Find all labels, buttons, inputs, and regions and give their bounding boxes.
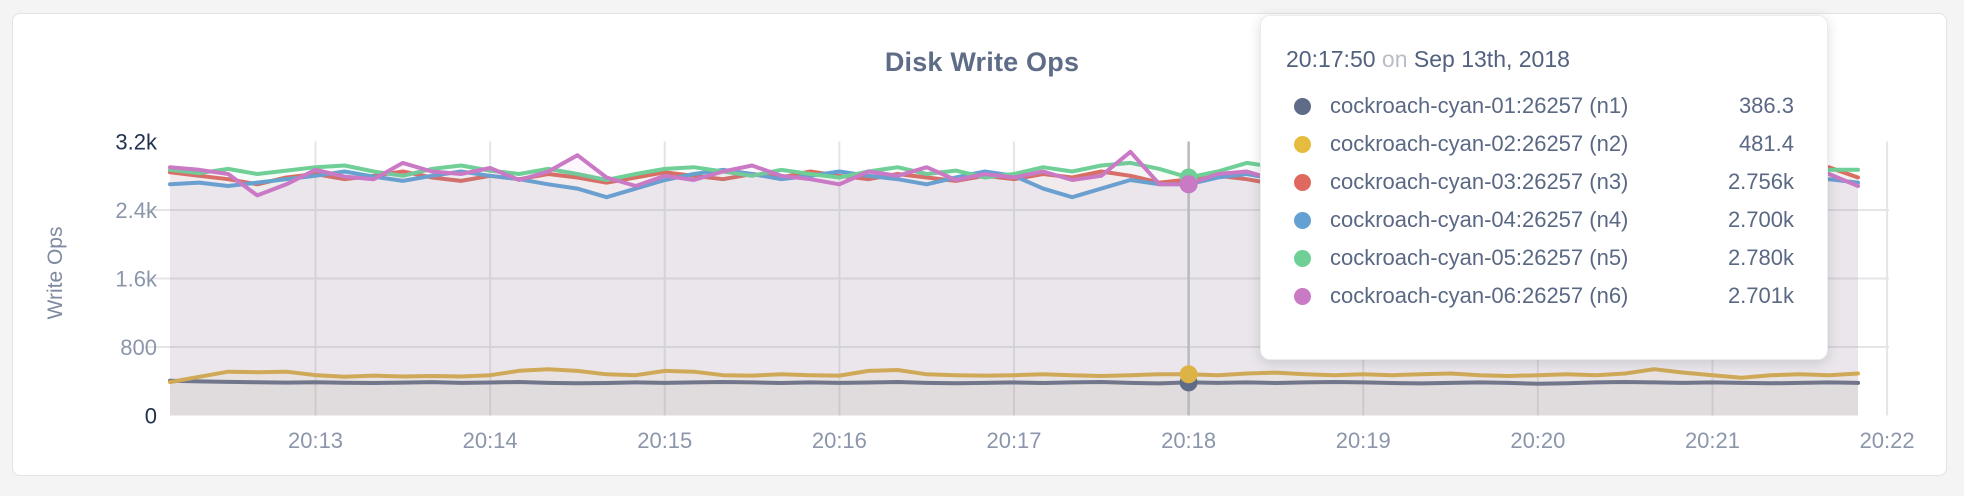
series-label: cockroach-cyan-04:26257 (n4) (1330, 207, 1629, 232)
series-value: 2.756k (1727, 169, 1794, 194)
series-color-dot (1294, 287, 1311, 305)
series-value: 2.701k (1727, 283, 1794, 308)
series-value: 386.3 (1738, 93, 1794, 118)
y-tick-label: 3.2k (115, 130, 158, 155)
tooltip-row: cockroach-cyan-02:26257 (n2) 481.4 (1286, 125, 1797, 163)
x-tick-label: 20:19 (1336, 428, 1391, 453)
hover-tooltip: 20:17:50 on Sep 13th, 2018 cockroach-cya… (1260, 15, 1828, 360)
tooltip-row: cockroach-cyan-05:26257 (n5) 2.780k (1286, 239, 1797, 277)
x-tick-label: 20:21 (1685, 428, 1740, 453)
y-tick-label: 2.4k (115, 198, 158, 223)
series-value: 481.4 (1738, 131, 1794, 156)
series-label: cockroach-cyan-05:26257 (n5) (1330, 245, 1629, 270)
tooltip-timestamp: 20:17:50 on Sep 13th, 2018 (1286, 46, 1797, 73)
tooltip-row: cockroach-cyan-04:26257 (n4) 2.700k (1286, 201, 1797, 239)
x-tick-label: 20:18 (1161, 428, 1216, 453)
tooltip-row: cockroach-cyan-01:26257 (n1) 386.3 (1286, 87, 1797, 125)
x-tick-label: 20:22 (1860, 428, 1915, 453)
series-area-n1 (170, 380, 1858, 416)
series-color-dot (1294, 173, 1311, 191)
series-color-dot (1294, 97, 1311, 115)
y-tick-label: 1.6k (115, 267, 158, 292)
x-tick-label: 20:20 (1510, 428, 1565, 453)
series-label: cockroach-cyan-01:26257 (n1) (1330, 93, 1629, 118)
series-value: 2.780k (1727, 245, 1794, 270)
series-label: cockroach-cyan-02:26257 (n2) (1330, 131, 1629, 156)
series-color-dot (1294, 211, 1311, 229)
x-tick-label: 20:14 (463, 428, 518, 453)
x-tick-label: 20:15 (637, 428, 692, 453)
x-tick-label: 20:13 (288, 428, 343, 453)
series-color-dot (1294, 135, 1311, 153)
series-label: cockroach-cyan-06:26257 (n6) (1330, 283, 1629, 308)
tooltip-row: cockroach-cyan-03:26257 (n3) 2.756k (1286, 163, 1797, 201)
y-tick-label: 0 (145, 404, 157, 429)
chart-title: Disk Write Ops (884, 47, 1080, 77)
series-color-dot (1294, 249, 1311, 267)
tooltip-rows: cockroach-cyan-01:26257 (n1) 386.3 cockroa… (1286, 87, 1797, 315)
series-label: cockroach-cyan-03:26257 (n3) (1330, 169, 1629, 194)
hover-dot-n6 (1179, 175, 1198, 194)
tooltip-date: Sep 13th, 2018 (1413, 46, 1570, 72)
tooltip-row: cockroach-cyan-06:26257 (n6) 2.701k (1286, 277, 1797, 315)
series-line-n2 (168, 367, 1860, 385)
series-line-n1 (168, 378, 1860, 386)
tooltip-connector: on (1381, 46, 1408, 72)
hover-dot-n2 (1179, 365, 1198, 384)
x-tick-label: 20:16 (812, 428, 867, 453)
series-area-n2 (170, 369, 1858, 416)
series-value: 2.700k (1727, 207, 1794, 232)
y-tick-label: 800 (120, 335, 157, 360)
x-tick-label: 20:17 (986, 428, 1041, 453)
tooltip-time: 20:17:50 (1286, 46, 1376, 72)
